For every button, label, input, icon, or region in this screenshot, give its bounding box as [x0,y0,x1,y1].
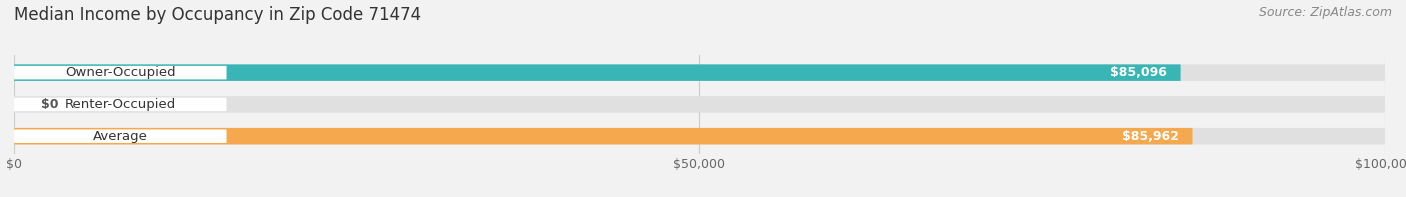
Text: Source: ZipAtlas.com: Source: ZipAtlas.com [1258,6,1392,19]
FancyBboxPatch shape [14,64,1385,81]
Text: Average: Average [93,130,148,143]
Text: Owner-Occupied: Owner-Occupied [65,66,176,79]
Text: Median Income by Occupancy in Zip Code 71474: Median Income by Occupancy in Zip Code 7… [14,6,422,24]
FancyBboxPatch shape [14,128,1385,144]
Text: $85,096: $85,096 [1109,66,1167,79]
Text: $85,962: $85,962 [1122,130,1178,143]
Text: Renter-Occupied: Renter-Occupied [65,98,176,111]
FancyBboxPatch shape [14,98,226,111]
FancyBboxPatch shape [14,129,226,143]
FancyBboxPatch shape [14,128,1192,144]
FancyBboxPatch shape [14,96,1385,113]
FancyBboxPatch shape [14,64,1181,81]
FancyBboxPatch shape [14,66,226,79]
Text: $0: $0 [42,98,59,111]
